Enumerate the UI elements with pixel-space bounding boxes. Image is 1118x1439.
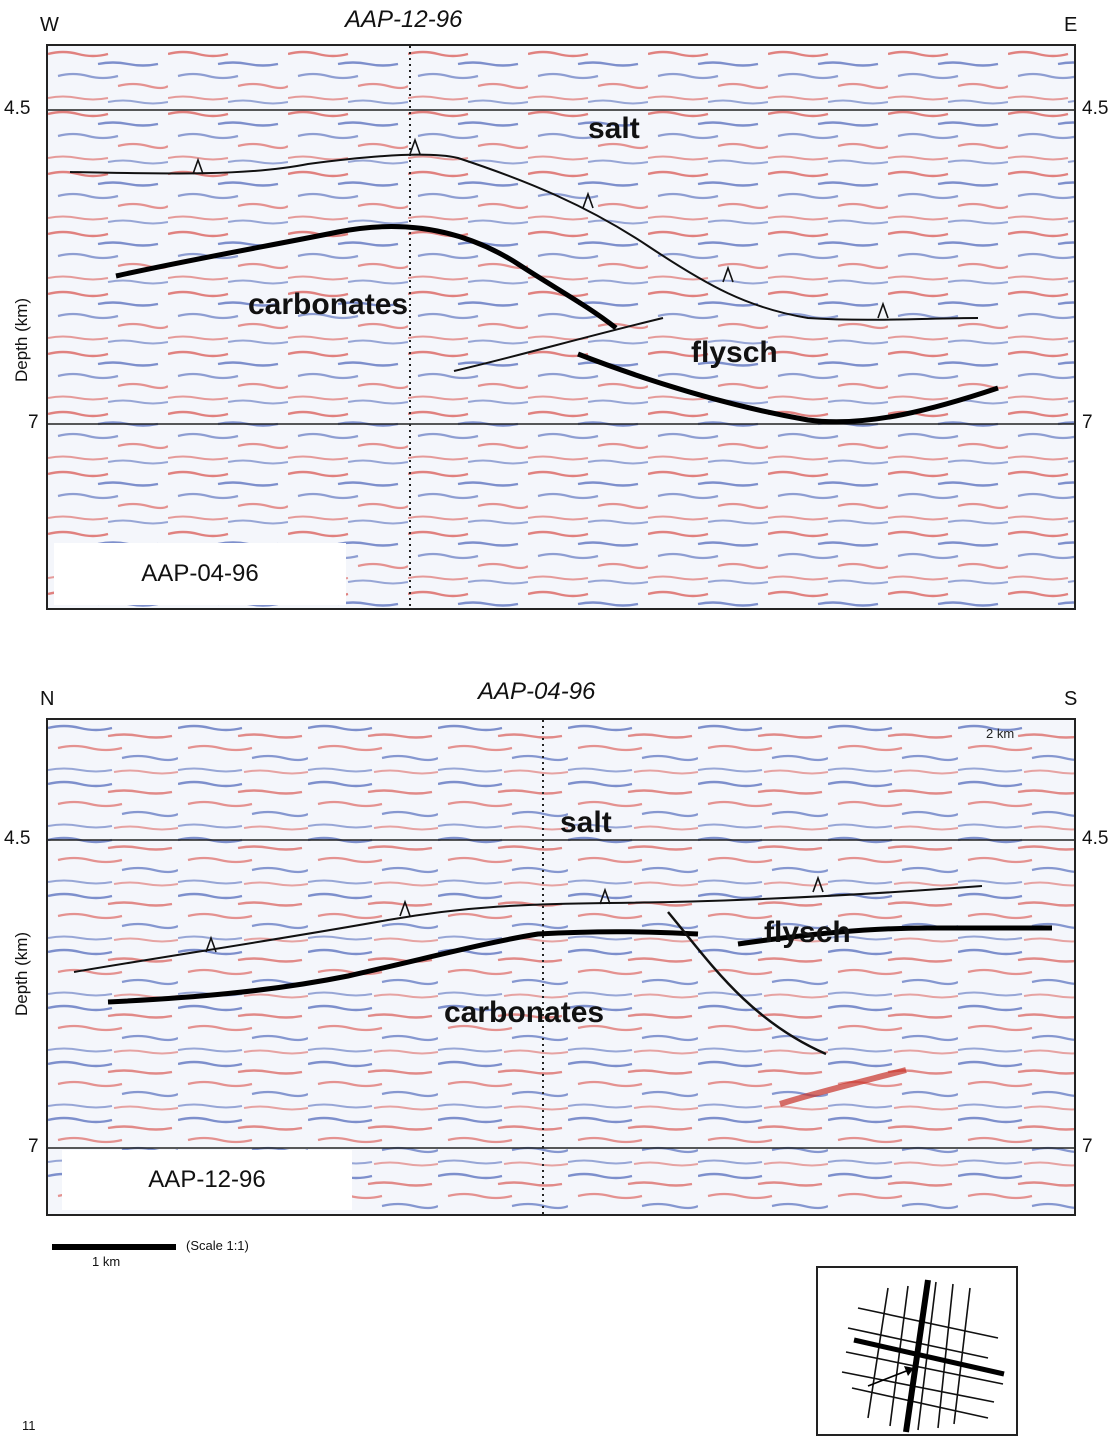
direction-south: S [1064, 688, 1078, 710]
line-name-box-top: AAP-04-96 [54, 543, 346, 605]
corner-note-bottom: 2 km [986, 726, 1014, 741]
flysch-base-horizon-bottom [737, 925, 1052, 947]
scale-note: (Scale 1:1) [186, 1238, 249, 1253]
crossing-line-label-top: AAP-12-96 [345, 6, 463, 33]
flysch-base-horizon-top [577, 351, 999, 425]
location-map-grid [841, 1279, 1005, 1433]
tick-left-lower-bottom: 7 [28, 1136, 39, 1157]
seismic-texture-top [48, 46, 1074, 608]
scale-bar-label: 1 km [92, 1254, 121, 1269]
seismic-section-top: salt carbonates flysch AAP-04-96 [46, 44, 1076, 610]
depth-axis-title-bottom: Depth (km) [12, 931, 31, 1016]
label-carbonates-top: carbonates [248, 288, 408, 321]
location-map-icon [816, 1266, 1018, 1436]
tick-right-upper-top: 4.5 [1082, 98, 1109, 119]
page-number: 11 [22, 1418, 36, 1433]
label-carbonates-bottom: carbonates [444, 996, 604, 1029]
thrust-barb-b3 [599, 887, 611, 905]
thrust-horizon-top [69, 153, 979, 321]
seismic-canvas-bottom: salt carbonates flysch 2 km [48, 720, 1074, 1214]
direction-east: E [1064, 14, 1078, 36]
thrust-barb-3 [582, 191, 594, 209]
carbonates-horizon-top [115, 224, 618, 330]
thrust-barb-5 [877, 301, 889, 319]
thrust-barb-b1 [205, 935, 217, 953]
fault-line-top [453, 317, 664, 372]
carbonates-horizon-bottom [107, 929, 699, 1005]
crossing-line-label-bottom: AAP-04-96 [478, 678, 596, 705]
seismic-section-bottom: salt carbonates flysch 2 km AAP-12-96 [46, 718, 1076, 1216]
label-flysch-top: flysch [691, 336, 778, 369]
thrust-barb-2 [409, 137, 421, 155]
tick-left-upper-top: 4.5 [4, 98, 31, 119]
scale-bar [52, 1244, 176, 1250]
tick-left-lower-top: 7 [28, 412, 39, 433]
tick-right-lower-top: 7 [1082, 412, 1093, 433]
label-salt-bottom: salt [560, 806, 612, 839]
reflector-highlight [779, 1067, 907, 1107]
tick-right-lower-bottom: 7 [1082, 1136, 1093, 1157]
thrust-barb-b4 [812, 875, 824, 893]
thrust-horizon-bottom [73, 885, 983, 973]
seismic-canvas-top: salt carbonates flysch [48, 46, 1074, 608]
seismic-texture-bottom [48, 720, 1074, 1214]
direction-west: W [40, 14, 59, 36]
thrust-barb-1 [192, 157, 204, 175]
label-salt-top: salt [588, 112, 640, 145]
thrust-barb-b2 [399, 899, 411, 917]
direction-north: N [40, 688, 55, 710]
thrust-barb-4 [722, 265, 734, 283]
fault-line-bottom [667, 911, 827, 1056]
line-name-box-bottom: AAP-12-96 [62, 1150, 352, 1210]
label-flysch-bottom: flysch [764, 916, 851, 949]
depth-axis-title-top: Depth (km) [12, 297, 31, 382]
tick-right-upper-bottom: 4.5 [1082, 828, 1109, 849]
tick-left-upper-bottom: 4.5 [4, 828, 31, 849]
